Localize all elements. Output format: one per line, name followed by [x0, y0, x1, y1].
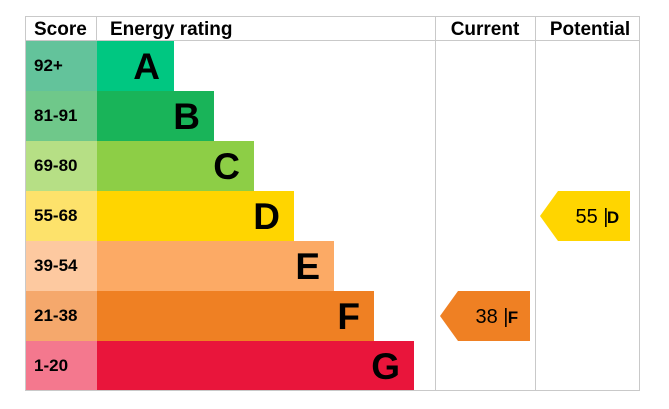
score-cell-g	[26, 341, 97, 391]
rating-bar-b	[97, 91, 214, 141]
rating-bar-a	[97, 41, 174, 91]
current-indicator: 55 |D	[540, 191, 630, 241]
current-value: 55 |	[576, 206, 609, 228]
current-rating: D	[607, 208, 619, 227]
score-cell-b	[26, 91, 97, 141]
header-potential: Potential	[550, 19, 630, 40]
potential-indicator: 38 | F	[440, 291, 530, 341]
potential-arrow	[440, 291, 530, 341]
potential-rating: F	[508, 308, 518, 327]
score-label-f: 21-38	[34, 306, 77, 325]
rating-letter-c: C	[213, 146, 240, 187]
score-label-c: 69-80	[34, 156, 77, 175]
score-label-g: 1-20	[34, 356, 68, 375]
score-label-d: 55-68	[34, 206, 77, 225]
current-arrow	[540, 191, 630, 241]
score-cell-a	[26, 41, 97, 91]
score-label-e: 39-54	[34, 256, 78, 275]
score-cell-f	[26, 291, 97, 341]
score-label-a: 92+	[34, 56, 63, 75]
indicators: 38 | F55 |D	[440, 191, 630, 341]
header-energy-rating: Energy rating	[110, 19, 232, 40]
score-cell-c	[26, 141, 97, 191]
header-current: Current	[451, 19, 520, 40]
rating-bands: 92+ A 81-91 B 69-80 C 55-68 D 39-54 E 21-38 F 1-20 G	[26, 41, 414, 391]
score-cell-e	[26, 241, 97, 291]
rating-letter-d: D	[253, 196, 280, 237]
rating-letter-e: E	[295, 246, 320, 287]
rating-letter-b: B	[173, 96, 200, 137]
rating-letter-a: A	[133, 46, 160, 87]
score-cell-d	[26, 191, 97, 241]
rating-letter-f: F	[337, 296, 360, 337]
rating-bar-f	[97, 291, 374, 341]
score-label-b: 81-91	[34, 106, 77, 125]
potential-value: 38 |	[476, 306, 509, 328]
header-score: Score	[34, 19, 87, 40]
rating-bar-d	[97, 191, 294, 241]
rating-bar-g	[97, 341, 414, 391]
rating-bar-e	[97, 241, 334, 291]
rating-bar-c	[97, 141, 254, 191]
rating-letter-g: G	[371, 346, 400, 387]
